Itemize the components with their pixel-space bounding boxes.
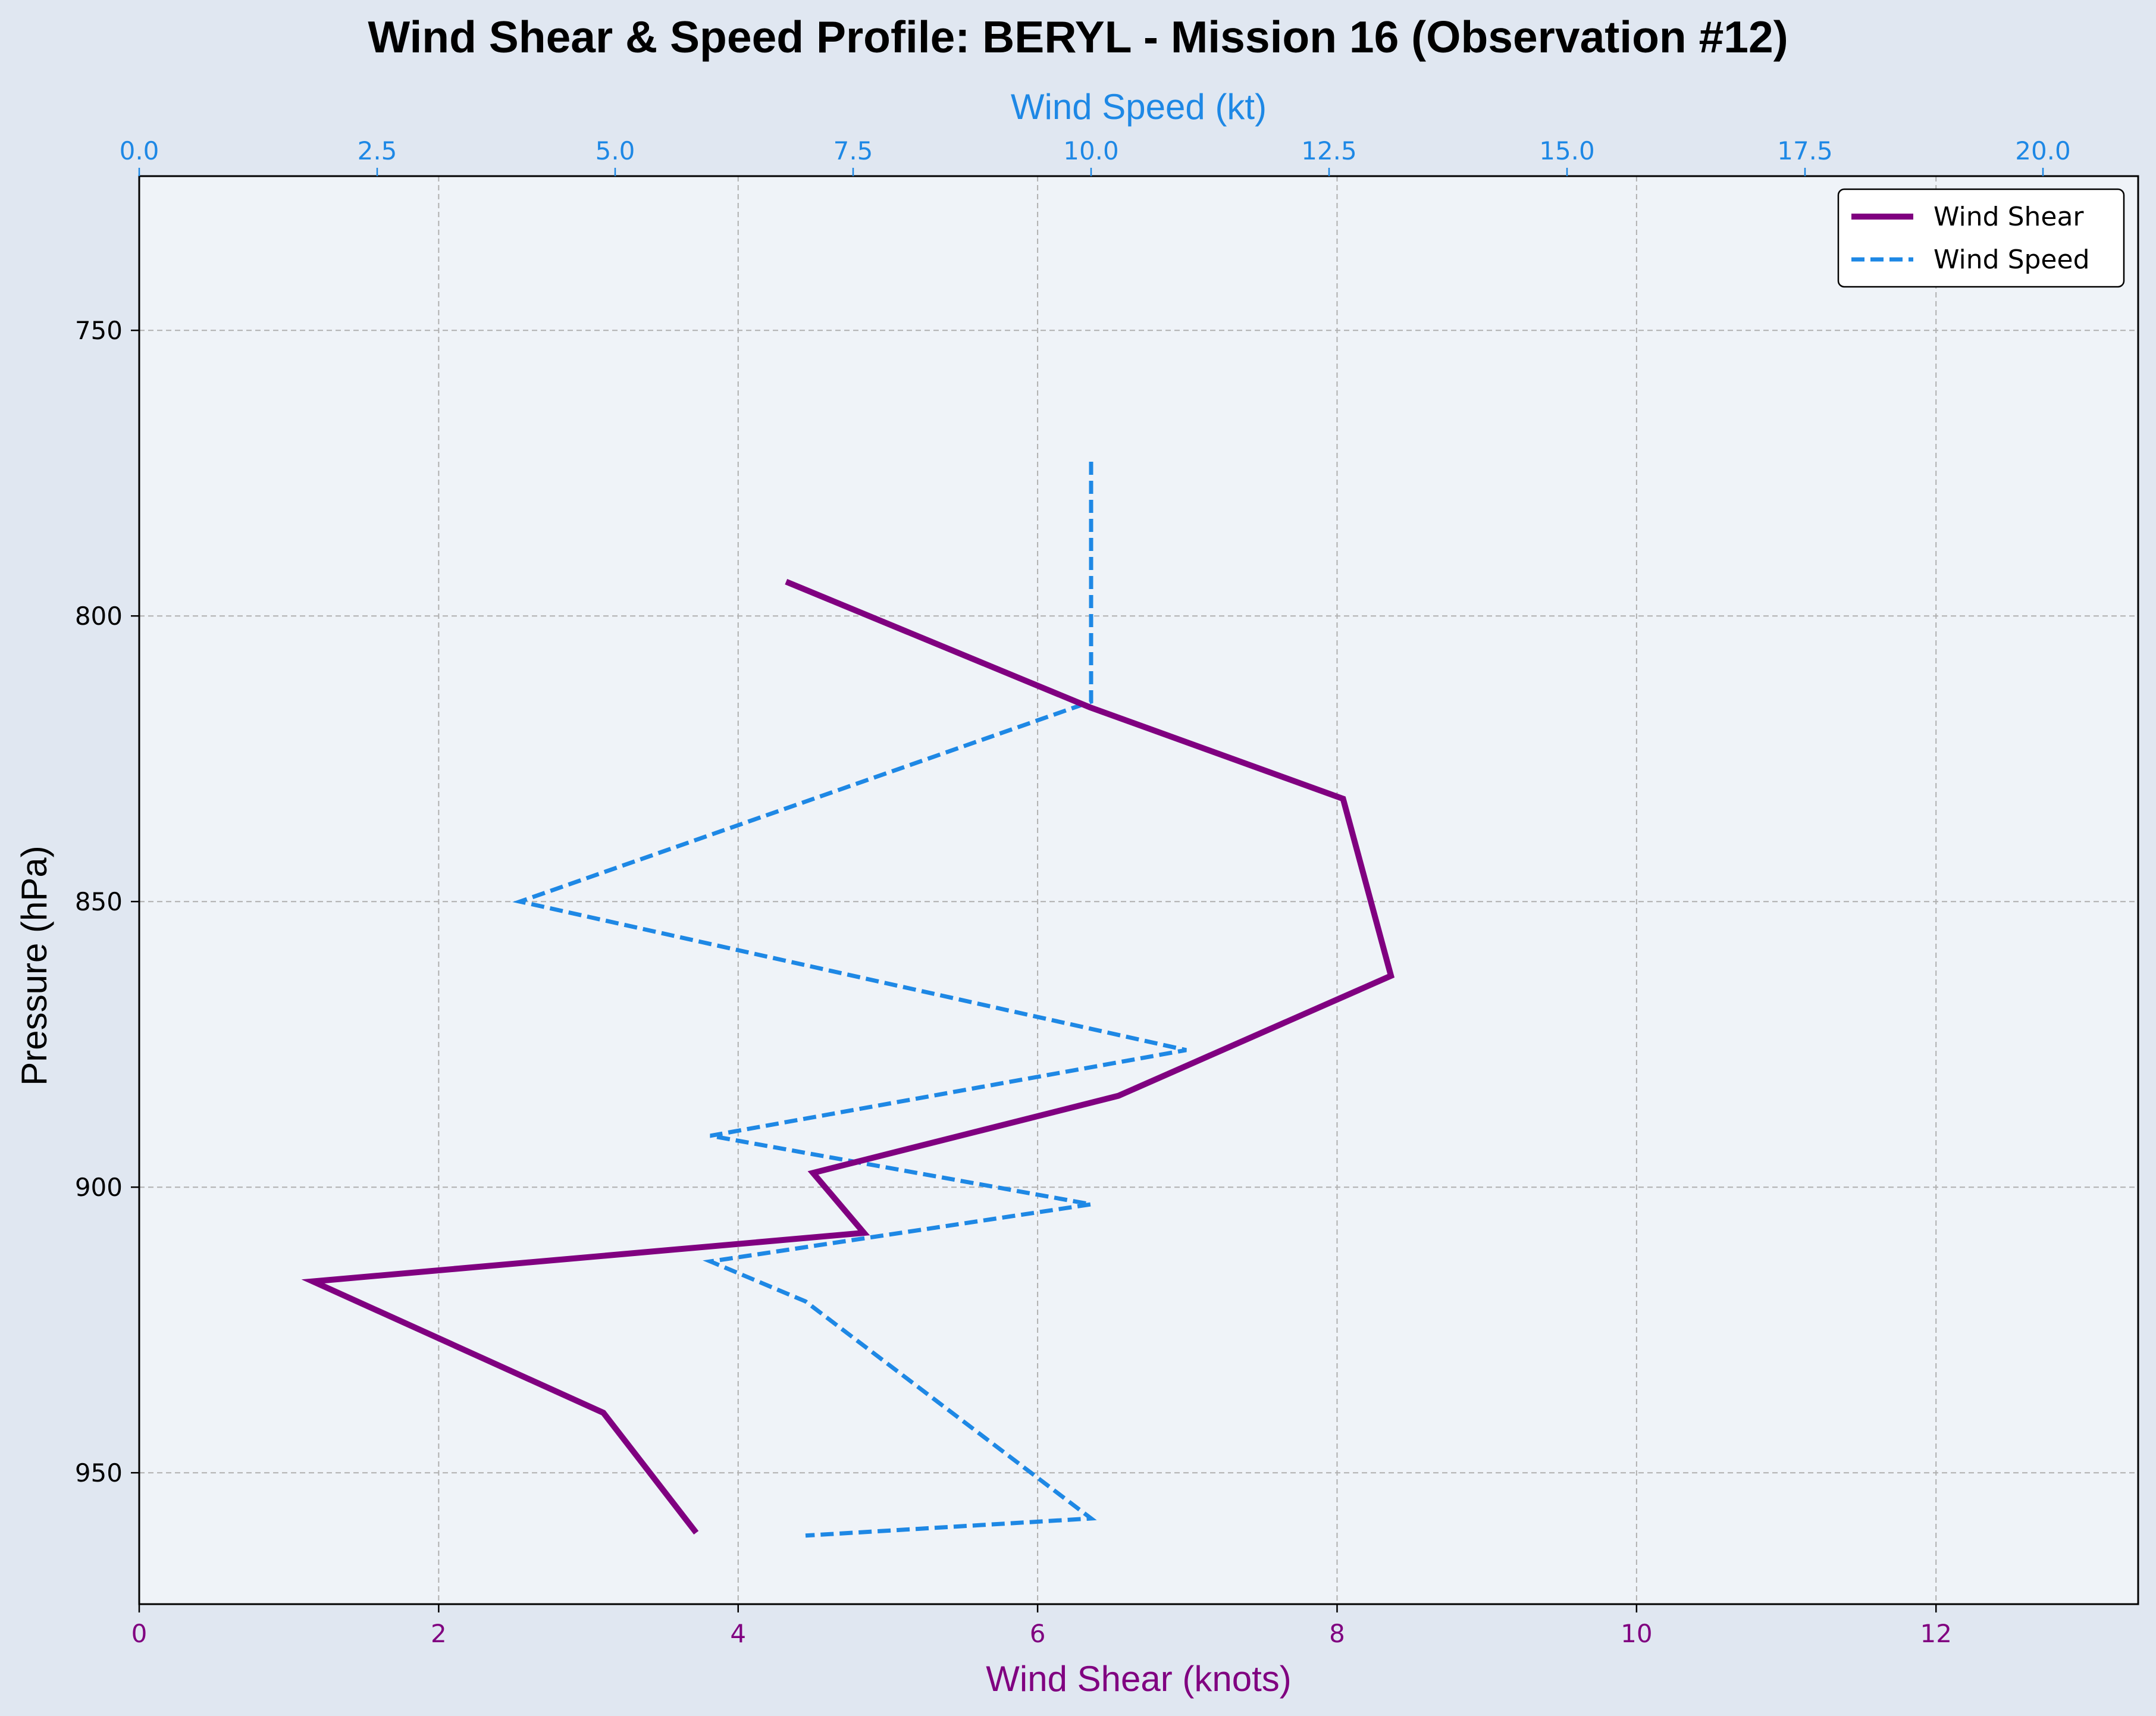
y-tick-label: 800 xyxy=(75,602,123,631)
y-tick-label: 850 xyxy=(75,887,123,916)
x-tick-label-bottom: 2 xyxy=(431,1619,447,1648)
left-axis-ticks: 750 800 850 900 950 xyxy=(75,316,139,1488)
grid xyxy=(139,176,2138,1604)
x-tick-label-bottom: 8 xyxy=(1329,1619,1345,1648)
x-tick-label-top: 10.0 xyxy=(1063,136,1119,165)
plot-background xyxy=(139,176,2138,1604)
plot-frame xyxy=(138,175,2139,1605)
legend-label-wind-speed: Wind Speed xyxy=(1933,245,2090,275)
x-tick-label-bottom: 4 xyxy=(730,1619,746,1648)
x-tick-label-top: 12.5 xyxy=(1301,136,1357,165)
x-tick-label-top: 17.5 xyxy=(1777,136,1833,165)
wind-shear-line xyxy=(301,578,1395,1535)
chart-title: Wind Shear & Speed Profile: BERYL - Miss… xyxy=(368,12,1788,62)
x-tick-label-bottom: 0 xyxy=(131,1619,148,1648)
series-layer xyxy=(301,462,1395,1538)
x-tick-label-top: 15.0 xyxy=(1539,136,1595,165)
y-axis-title: Pressure (hPa) xyxy=(14,846,54,1085)
bottom-axis-ticks: 0 2 4 6 8 10 12 xyxy=(131,1604,1952,1648)
x-axis-top-title: Wind Speed (kt) xyxy=(1011,87,1267,127)
x-tick-label-top: 2.5 xyxy=(358,136,397,165)
legend-label-wind-shear: Wind Shear xyxy=(1933,202,2084,232)
x-tick-label-bottom: 10 xyxy=(1621,1619,1652,1648)
plot-area xyxy=(138,175,2139,1605)
x-tick-label-top: 7.5 xyxy=(833,136,873,165)
y-tick-label: 950 xyxy=(75,1458,123,1488)
wind-speed-line xyxy=(512,462,1187,1538)
x-axis-bottom-title: Wind Shear (knots) xyxy=(986,1659,1292,1699)
x-tick-label-bottom: 6 xyxy=(1030,1619,1046,1648)
legend: Wind Shear Wind Speed xyxy=(1837,188,2125,288)
x-tick-label-top: 20.0 xyxy=(2015,136,2071,165)
top-axis-ticks: 0.0 2.5 5.0 7.5 10.0 12.5 15.0 17.5 20.0 xyxy=(120,136,2071,176)
y-tick-label: 750 xyxy=(75,316,123,345)
y-tick-label: 900 xyxy=(75,1173,123,1202)
x-tick-label-top: 0.0 xyxy=(120,136,159,165)
x-tick-label-bottom: 12 xyxy=(1920,1619,1951,1648)
x-tick-label-top: 5.0 xyxy=(596,136,635,165)
